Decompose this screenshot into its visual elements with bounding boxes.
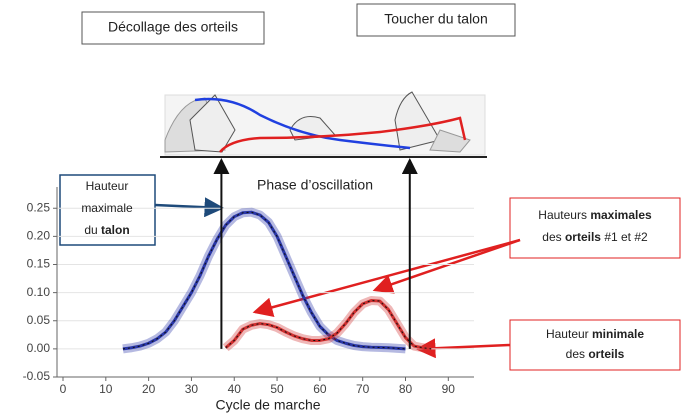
annotation-part: des: [566, 347, 589, 361]
x-tick-label: 90: [442, 382, 456, 396]
annotation-part: minimale: [592, 327, 644, 341]
x-tick-label: 0: [60, 382, 67, 396]
x-axis-label: Cycle de marche: [215, 397, 320, 413]
chart: Phase d’oscillation Cycle de marche -0.0…: [0, 0, 684, 416]
annotation-part: orteils: [588, 347, 624, 361]
toe-max-box: [510, 198, 680, 258]
annotation-text: Hauteur: [86, 179, 129, 193]
annotation-text: maximale: [81, 201, 133, 215]
y-tick-label: 0.05: [27, 313, 51, 327]
y-tick-label: 0.00: [27, 341, 51, 355]
x-tick-label: 10: [99, 382, 113, 396]
y-tick-label: 0.20: [27, 229, 51, 243]
annotation-part: #1 et #2: [601, 230, 648, 244]
x-tick-label: 60: [313, 382, 327, 396]
y-tick-label: 0.25: [27, 200, 51, 214]
annotation-part: Hauteurs: [538, 208, 590, 222]
annotation-text: Hauteurs maximales: [538, 208, 652, 222]
annotation-text: du talon: [84, 223, 129, 237]
annotation-arrow: [155, 205, 222, 208]
annotation-part: maximale: [81, 201, 133, 215]
annotation-text: des orteils: [566, 347, 625, 361]
x-tick-label: 70: [356, 382, 370, 396]
annotation-part: des: [542, 230, 565, 244]
phase-label: Phase d’oscillation: [257, 177, 373, 193]
annotation-part: Hauteur: [86, 179, 129, 193]
annotation-text: des orteils #1 et #2: [542, 230, 648, 244]
x-tick-label: 50: [270, 382, 284, 396]
annotation-part: Hauteur: [546, 327, 592, 341]
annotation-part: maximales: [590, 208, 652, 222]
annotation-text: Hauteur minimale: [546, 327, 644, 341]
x-tick-label: 40: [228, 382, 242, 396]
x-tick-label: 30: [185, 382, 199, 396]
y-tick-label: 0.15: [27, 257, 51, 271]
y-tick-label: -0.05: [23, 369, 51, 383]
x-tick-label: 80: [399, 382, 413, 396]
annotation-part: talon: [101, 223, 130, 237]
foot-illustration: [160, 92, 487, 157]
event-label: Toucher du talon: [384, 11, 488, 27]
event-label: Décollage des orteils: [108, 19, 238, 35]
annotation-part: orteils: [565, 230, 601, 244]
annotation-part: du: [84, 223, 101, 237]
y-tick-label: 0.10: [27, 285, 51, 299]
x-tick-label: 20: [142, 382, 156, 396]
